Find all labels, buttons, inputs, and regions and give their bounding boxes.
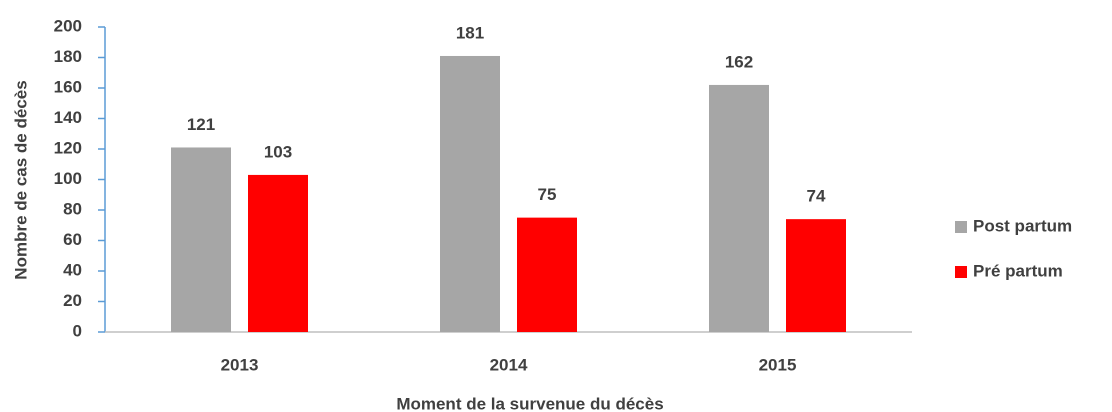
bar [440, 55, 500, 332]
bar [171, 147, 231, 332]
legend-swatch [955, 221, 967, 233]
data-label: 162 [725, 52, 753, 71]
data-label: 121 [187, 115, 215, 134]
y-tick-label: 180 [54, 47, 82, 66]
x-tick-label: 2015 [759, 355, 797, 374]
y-tick-label: 140 [54, 108, 82, 127]
y-tick-label: 20 [63, 291, 82, 310]
y-tick-label: 100 [54, 169, 82, 188]
data-label: 75 [538, 185, 557, 204]
data-label: 181 [456, 23, 484, 42]
legend-swatch [955, 266, 967, 278]
x-tick-label: 2014 [490, 355, 528, 374]
y-tick-label: 0 [73, 321, 82, 340]
x-axis-title: Moment de la survenue du décès [396, 394, 663, 412]
y-tick-label: 120 [54, 138, 82, 157]
y-tick-label: 80 [63, 199, 82, 218]
legend-label: Pré partum [973, 261, 1063, 280]
y-tick-label: 160 [54, 77, 82, 96]
x-tick-label: 2013 [221, 355, 259, 374]
bar [517, 217, 577, 332]
y-tick-label: 40 [63, 260, 82, 279]
bar [248, 174, 308, 332]
y-axis-title: Nombre de cas de décès [11, 80, 30, 279]
bar [709, 84, 769, 332]
data-label: 103 [264, 142, 292, 161]
y-tick-label: 60 [63, 230, 82, 249]
bar [786, 219, 846, 332]
legend-label: Post partum [973, 216, 1072, 235]
y-tick-label: 200 [54, 16, 82, 35]
data-label: 74 [807, 187, 826, 206]
